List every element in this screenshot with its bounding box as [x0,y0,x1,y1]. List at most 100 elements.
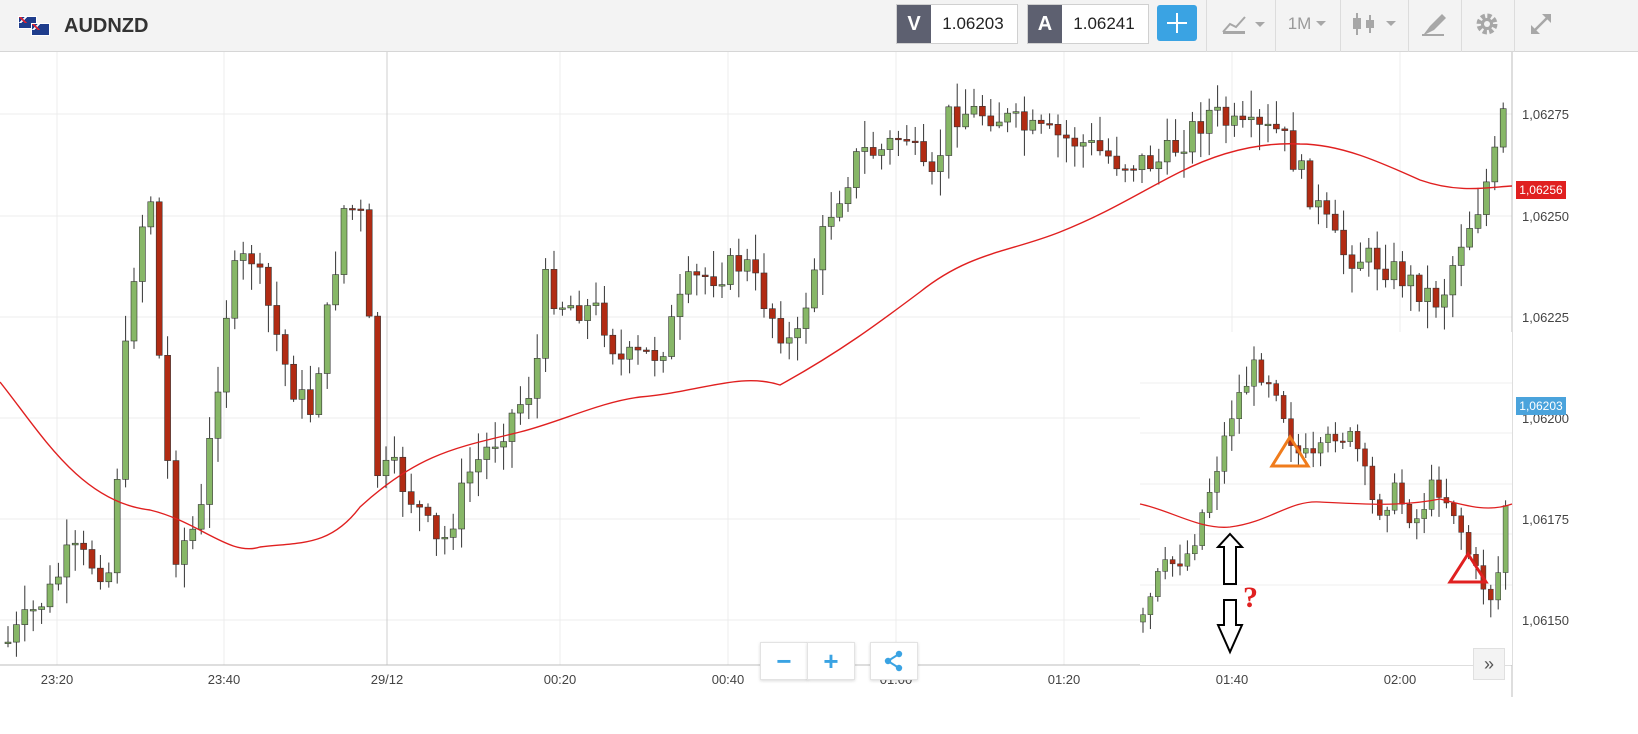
x-tick-label: 23:40 [208,672,241,687]
inset-bullish-candle [1502,505,1509,573]
inset-bearish-candle [1451,502,1457,517]
bullish-candle [970,105,978,115]
crosshair-button[interactable] [1157,5,1197,41]
bullish-candle [323,304,331,374]
bullish-candle [1491,146,1499,183]
bullish-candle [525,398,533,405]
symbol-name: AUDNZD [64,14,149,37]
inset-bullish-candle [1221,435,1228,472]
bullish-candle [500,441,507,448]
bullish-candle [1474,214,1482,229]
bearish-candle [164,355,171,461]
scroll-to-end-button[interactable]: » [1473,648,1505,680]
timeframe-label: 1M [1287,14,1312,33]
bearish-candle [1113,155,1121,170]
bearish-candle [433,515,440,540]
drawing-tools-button[interactable] [1412,4,1456,44]
bearish-candle [609,334,617,355]
fullscreen-button[interactable] [1518,4,1564,44]
sell-price-button[interactable]: V 1.06203 [896,4,1018,44]
bullish-candle [533,358,541,399]
bullish-candle [458,482,465,530]
bullish-candle [491,446,499,449]
bearish-candle [1172,140,1179,153]
y-tick-label: 1,06150 [1522,613,1569,628]
bullish-candle [861,147,869,152]
draw-tools-icon [1422,14,1446,36]
chevron-down-icon [1316,21,1327,26]
bullish-candle [46,583,54,608]
bullish-candle [466,471,474,484]
bullish-candle [122,340,129,480]
bullish-candle [995,121,1003,127]
inset-bearish-candle [1310,448,1316,454]
bearish-candle [601,302,608,336]
bearish-candle [155,201,163,356]
bullish-candle [794,328,801,339]
candlestick-chart[interactable]: 1,062751,062501,062251,062001,061751,061… [0,52,1638,729]
bearish-candle [979,105,986,117]
bearish-candle [1273,123,1280,130]
bullish-candle [962,113,969,128]
timeframe-dropdown[interactable]: 1M [1278,4,1338,44]
bearish-candle [1054,124,1062,136]
inset-bullish-candle [1303,448,1309,454]
candle-style-button[interactable] [1344,4,1404,44]
bearish-candle [735,255,743,272]
bullish-candle [475,459,482,473]
bearish-candle [1239,115,1247,121]
bullish-candle [517,404,524,414]
bullish-candle [659,356,667,361]
bullish-candle [836,203,843,218]
inset-chart-background [1140,332,1512,665]
bullish-candle [1163,140,1171,163]
bearish-candle [256,263,264,268]
inset-bullish-candle [1391,482,1398,511]
bearish-candle [1046,123,1053,126]
chart-type-button[interactable] [1212,4,1272,44]
inset-bullish-candle [1251,359,1257,387]
bearish-candle [1432,287,1440,308]
x-tick-label: 02:00 [1384,672,1417,687]
bullish-candle [1247,116,1255,121]
bullish-candle [382,459,390,477]
bullish-candle [853,151,860,188]
bearish-candle [80,542,87,550]
plus-icon: + [823,645,839,676]
share-icon [884,650,903,672]
bearish-candle [617,353,625,360]
inset-bullish-candle [1155,571,1161,597]
bullish-candle [340,208,348,275]
toolbar-divider [1340,0,1341,52]
inset-bearish-candle [1399,482,1405,505]
bearish-candle [701,274,709,277]
bearish-candle [1331,213,1339,231]
bearish-candle [265,266,272,306]
symbol-selector[interactable]: AUDNZD [18,13,148,39]
current-price-label: 1,06203 [1516,397,1566,415]
zoom-in-button[interactable]: + [807,642,855,680]
bullish-candle [449,528,457,538]
price-chart[interactable]: 1,06275 1,06250 1,06225 1,06200 1,06175 1,061… [0,52,1638,729]
buy-price: 1.06241 [1073,14,1135,33]
inset-bearish-candle [1332,433,1339,442]
up-arrow-icon [1215,532,1245,585]
inset-bearish-candle [1465,532,1472,555]
bearish-candle [575,305,583,321]
bearish-candle [1382,268,1389,281]
inset-bullish-candle [1214,471,1220,493]
bullish-candle [181,540,188,565]
inset-bearish-candle [1369,465,1376,500]
bullish-candle [189,528,197,541]
zoom-out-button[interactable]: − [760,642,808,680]
x-tick-label: 01:40 [1216,672,1249,687]
bearish-candle [1323,200,1331,215]
question-mark: ? [1243,581,1258,614]
bullish-candle [71,542,79,546]
settings-button[interactable] [1465,4,1509,44]
buy-price-button[interactable]: A 1.06241 [1027,4,1149,44]
share-button[interactable] [870,642,918,680]
bearish-candle [634,346,642,351]
bullish-candle [315,373,323,415]
buy-tag: A [1028,5,1062,43]
